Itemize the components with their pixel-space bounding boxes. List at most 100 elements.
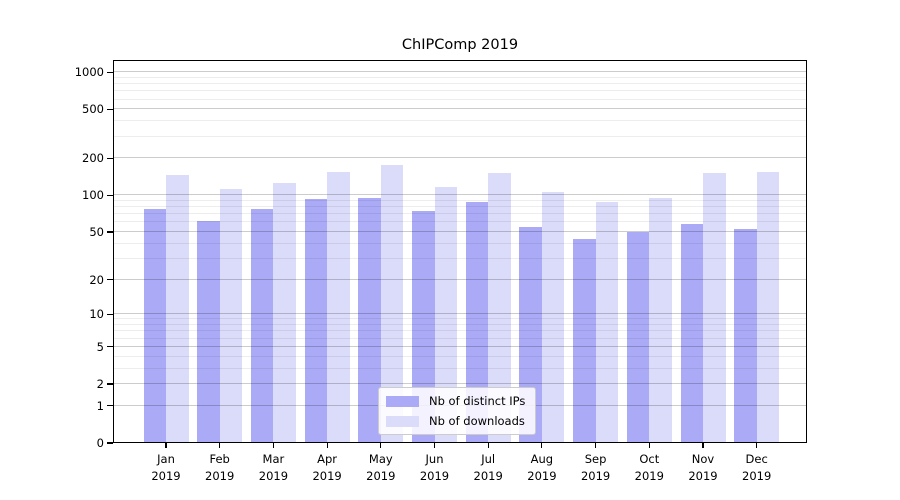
bar-distinct-ips (412, 211, 435, 443)
legend-label-downloads: Nb of downloads (429, 414, 525, 428)
x-tick-label: Aug 2019 (527, 452, 557, 483)
legend-label-distinct-ips: Nb of distinct IPs (429, 394, 526, 408)
gridline-minor (113, 120, 807, 122)
y-tick-label: 5 (96, 339, 104, 354)
x-tick-mark (648, 443, 650, 448)
bar-downloads (166, 174, 189, 443)
bar-downloads (434, 187, 457, 443)
x-tick-mark (272, 443, 274, 448)
x-tick-label: Mar 2019 (258, 452, 289, 483)
bar-downloads (488, 172, 511, 443)
x-tick-mark (487, 443, 489, 448)
legend-swatch-downloads (386, 415, 419, 427)
bar-distinct-ips (143, 209, 166, 443)
x-tick-mark (326, 443, 328, 448)
chart-title: ChIPComp 2019 (401, 37, 519, 53)
legend-row-distinct-ips: Nb of distinct IPs (386, 394, 525, 408)
gridline-minor (113, 135, 807, 137)
x-tick-label: Dec 2019 (742, 452, 772, 483)
x-tick-label: Jul 2019 (473, 452, 503, 483)
x-tick-mark (702, 443, 704, 448)
bar-distinct-ips (573, 238, 596, 443)
y-tick-label: 100 (82, 188, 104, 203)
gridline-minor (113, 90, 807, 92)
gridline-major (113, 278, 807, 280)
y-tick-mark (107, 313, 113, 315)
gridline-major (113, 157, 807, 159)
x-tick-label: Nov 2019 (688, 452, 718, 483)
y-tick-mark (107, 346, 113, 348)
y-tick-mark (107, 279, 113, 281)
bar-downloads (756, 172, 780, 443)
gridline-minor (113, 330, 807, 332)
gridline-major (113, 231, 807, 233)
gridline-minor (113, 257, 807, 259)
gridline-minor (113, 221, 807, 223)
bar-distinct-ips (304, 198, 328, 443)
y-tick-mark (107, 157, 113, 160)
bar-downloads (380, 164, 404, 443)
gridline-minor (113, 76, 807, 78)
gridline-major (113, 194, 807, 196)
x-tick-label: Jan 2019 (151, 452, 181, 483)
gridline-major (113, 71, 807, 73)
gridline-major (113, 345, 807, 347)
y-tick-label: 200 (82, 151, 104, 166)
gridline-minor (113, 98, 807, 100)
gridline-minor (113, 199, 807, 201)
bar-distinct-ips (197, 220, 220, 443)
x-tick-label: May 2019 (366, 452, 396, 483)
legend-row-downloads: Nb of downloads (386, 414, 525, 428)
x-tick-mark (433, 443, 436, 448)
y-tick-mark (107, 71, 113, 73)
x-tick-mark (380, 443, 382, 448)
x-tick-mark (756, 443, 758, 448)
y-tick-mark (107, 442, 113, 444)
bar-downloads (219, 188, 243, 443)
bar-downloads (541, 192, 565, 443)
x-tick-label: Feb 2019 (205, 452, 235, 483)
gridline-minor (113, 83, 807, 85)
bar-downloads (273, 182, 296, 443)
y-tick-label: 10 (89, 307, 104, 322)
bar-distinct-ips (358, 198, 381, 443)
x-tick-label: Jun 2019 (419, 452, 450, 483)
bar-downloads (595, 202, 619, 443)
bar-distinct-ips (250, 209, 274, 443)
bar-distinct-ips (734, 228, 757, 443)
bar-downloads (327, 172, 350, 443)
y-tick-label: 2 (96, 377, 104, 392)
gridline-minor (113, 367, 807, 369)
y-tick-label: 500 (82, 102, 104, 117)
y-tick-mark (107, 383, 113, 385)
x-tick-label: Oct 2019 (634, 452, 664, 483)
gridline-major (113, 108, 807, 110)
x-tick-mark (165, 443, 167, 448)
bar-downloads (649, 197, 672, 443)
gridline-minor (113, 337, 807, 339)
y-tick-label: 1 (96, 398, 104, 413)
y-tick-label: 0 (96, 436, 104, 450)
y-tick-mark (107, 194, 113, 196)
x-tick-mark (541, 443, 543, 448)
gridline-minor (113, 213, 807, 215)
plot-area: Nb of distinct IPs Nb of downloads (113, 60, 807, 443)
y-tick-mark (107, 405, 113, 407)
gridline-minor (113, 206, 807, 208)
bar-distinct-ips (626, 232, 650, 443)
x-tick-label: Sep 2019 (580, 452, 611, 483)
gridline-major (113, 383, 807, 385)
gridline-minor (113, 324, 807, 326)
x-tick-mark (595, 443, 597, 448)
y-tick-label: 50 (89, 225, 104, 240)
x-tick-mark (219, 443, 221, 448)
gridline-major (113, 313, 807, 315)
gridline-minor (113, 355, 807, 357)
bar-distinct-ips (680, 224, 703, 443)
legend: Nb of distinct IPs Nb of downloads (378, 387, 537, 435)
bar-downloads (703, 173, 726, 443)
legend-swatch-distinct-ips (386, 395, 419, 407)
y-tick-mark (107, 108, 113, 111)
gridline-minor (113, 318, 807, 320)
